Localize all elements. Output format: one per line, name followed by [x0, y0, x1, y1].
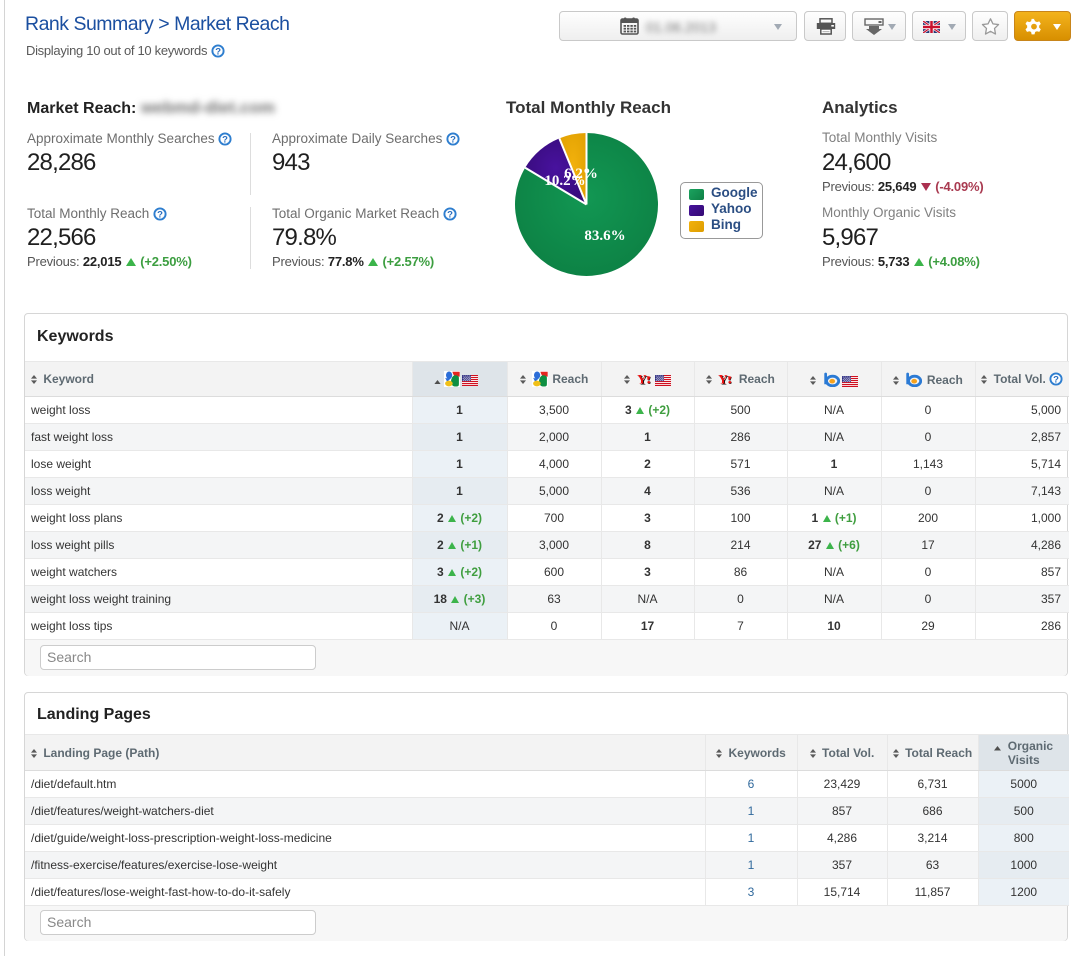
svg-text:?: ?: [215, 46, 221, 57]
svg-text:83.6%: 83.6%: [584, 228, 625, 244]
svg-text:10.2%: 10.2%: [544, 173, 585, 189]
svg-text:6.2%: 6.2%: [564, 166, 598, 182]
svg-text:?: ?: [1053, 374, 1059, 385]
svg-text:Y: Y: [720, 373, 730, 385]
svg-text:Y: Y: [637, 373, 647, 385]
svg-text:?: ?: [450, 134, 456, 145]
svg-text:?: ?: [222, 134, 228, 145]
svg-text:?: ?: [157, 209, 163, 220]
svg-text:Y: Y: [719, 373, 729, 385]
svg-text:?: ?: [447, 209, 453, 220]
svg-text:Y: Y: [638, 373, 648, 385]
